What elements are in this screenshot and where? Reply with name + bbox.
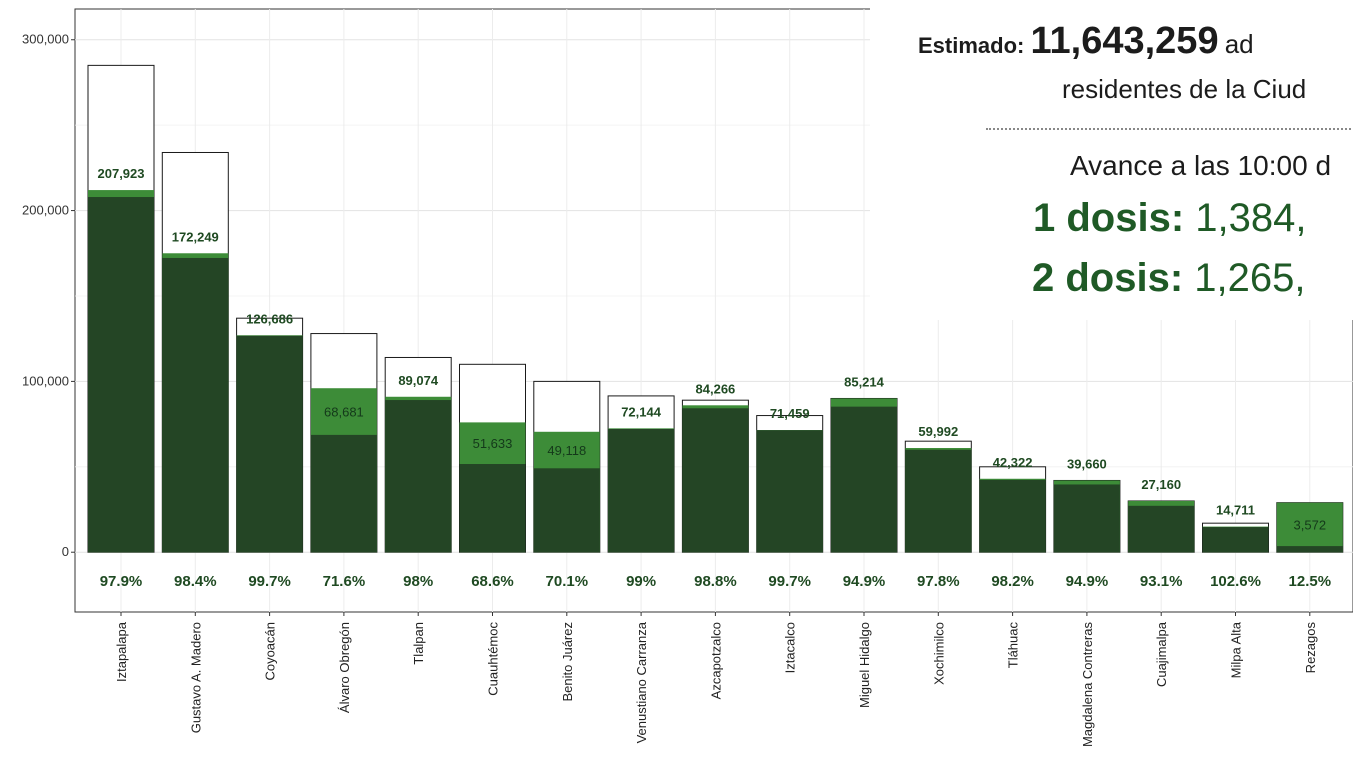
bar-second-dose <box>905 449 972 553</box>
percent-label: 99% <box>626 573 656 590</box>
dosis1-label: 1 dosis: <box>1033 196 1185 240</box>
y-tick-label: 100,000 <box>22 373 69 388</box>
percent-label: 98.8% <box>694 573 737 590</box>
percent-label: 93.1% <box>1140 573 1183 590</box>
percent-label: 99.7% <box>768 573 811 590</box>
data-label: 39,660 <box>1067 456 1107 471</box>
category-label: Coyoacán <box>263 622 278 681</box>
data-label: 27,160 <box>1141 477 1181 492</box>
data-label: 71,459 <box>770 406 810 421</box>
data-label: 72,144 <box>621 404 662 419</box>
data-label: 3,572 <box>1294 517 1327 532</box>
data-label: 84,266 <box>696 381 736 396</box>
data-label: 89,074 <box>398 373 439 388</box>
percent-label: 102.6% <box>1210 573 1261 590</box>
bar-second-dose <box>979 479 1046 553</box>
dosis2-line: 2 dosis: 1,265, <box>1032 256 1306 301</box>
estimado-number: 11,643,259 <box>1030 20 1219 62</box>
data-label: 42,322 <box>993 455 1033 470</box>
bar-second-dose <box>1053 484 1120 553</box>
percent-label: 12.5% <box>1289 573 1332 590</box>
percent-label: 70.1% <box>546 573 589 590</box>
category-label: Cuauhtémoc <box>486 622 501 696</box>
data-label: 126,686 <box>246 311 293 326</box>
category-label: Cuajimalpa <box>1154 621 1169 687</box>
category-label: Iztapalapa <box>114 621 129 682</box>
percent-label: 98% <box>403 573 433 590</box>
dosis1-line: 1 dosis: 1,384, <box>1033 196 1307 241</box>
data-label: 85,214 <box>844 374 885 389</box>
labels: 0 100,000 200,000 300,000 207,923 97.9% Iztapa… <box>22 32 1331 747</box>
bar-second-dose <box>756 430 823 553</box>
bar-first-dose <box>1276 502 1343 553</box>
y-tick-label: 200,000 <box>22 203 69 218</box>
bar-second-dose <box>682 408 749 553</box>
bar-second-dose <box>608 428 675 553</box>
category-label: Milpa Alta <box>1229 621 1244 678</box>
percent-label: 68.6% <box>471 573 514 590</box>
data-label: 68,681 <box>324 405 364 420</box>
bar-second-dose <box>831 406 897 553</box>
bar-second-dose <box>236 335 303 553</box>
percent-label: 94.9% <box>1066 573 1109 590</box>
category-label: Azcapotzalco <box>708 622 723 699</box>
estimado-prefix: Estimado: <box>918 33 1025 58</box>
percent-label: 97.8% <box>917 573 960 590</box>
bar-second-dose <box>533 468 600 553</box>
category-label: Rezagos <box>1303 622 1318 674</box>
category-label: Gustavo A. Madero <box>188 622 203 733</box>
data-label: 172,249 <box>172 229 219 244</box>
bar-second-dose <box>1202 527 1269 553</box>
panel-border <box>74 8 1353 613</box>
y-tick-label: 0 <box>62 544 69 559</box>
summary-panel: Estimado: 11,643,259 ad residentes de la… <box>870 0 1353 320</box>
percent-label: 99.7% <box>248 573 291 590</box>
bar-second-dose <box>1128 505 1195 553</box>
bar-second-dose <box>162 257 229 553</box>
category-label: Benito Juárez <box>560 622 575 702</box>
percent-label: 97.9% <box>100 573 143 590</box>
data-label: 207,923 <box>98 166 145 181</box>
category-label: Venustiano Carranza <box>634 621 649 743</box>
estimado-rest: ad <box>1224 29 1254 59</box>
category-label: Iztacalco <box>783 622 798 673</box>
dosis2-label: 2 dosis: <box>1032 256 1184 300</box>
residentes-line: residentes de la Ciud <box>1062 74 1307 104</box>
data-label: 49,118 <box>547 443 586 458</box>
category-label: Álvaro Obregón <box>337 622 352 713</box>
dotted-divider <box>986 128 1353 130</box>
data-label: 51,633 <box>473 436 513 451</box>
percent-label: 71.6% <box>323 573 366 590</box>
percent-label: 98.4% <box>174 573 217 590</box>
avance-line: Avance a las 10:00 d <box>1070 150 1332 181</box>
category-label: Tlalpan <box>411 622 426 665</box>
data-label: 59,992 <box>918 424 958 439</box>
percent-label: 98.2% <box>991 573 1034 590</box>
bar-second-dose <box>310 434 377 553</box>
bars <box>87 64 1344 553</box>
bar-second-dose <box>385 400 452 553</box>
category-label: Miguel Hidalgo <box>857 622 872 708</box>
category-label: Magdalena Contreras <box>1080 622 1095 748</box>
estimado-line: Estimado: 11,643,259 ad <box>918 20 1254 63</box>
bar-second-dose <box>88 197 154 553</box>
y-tick-label: 300,000 <box>22 32 69 47</box>
category-label: Tláhuac <box>1006 622 1021 669</box>
bar-second-dose <box>1276 546 1343 553</box>
percent-label: 94.9% <box>843 573 886 590</box>
category-label: Xochimilco <box>931 622 946 685</box>
bar-second-dose <box>459 464 526 553</box>
data-label: 14,711 <box>1216 503 1255 518</box>
dosis1-value: 1,384, <box>1195 196 1307 240</box>
dosis2-value: 1,265, <box>1194 256 1306 300</box>
